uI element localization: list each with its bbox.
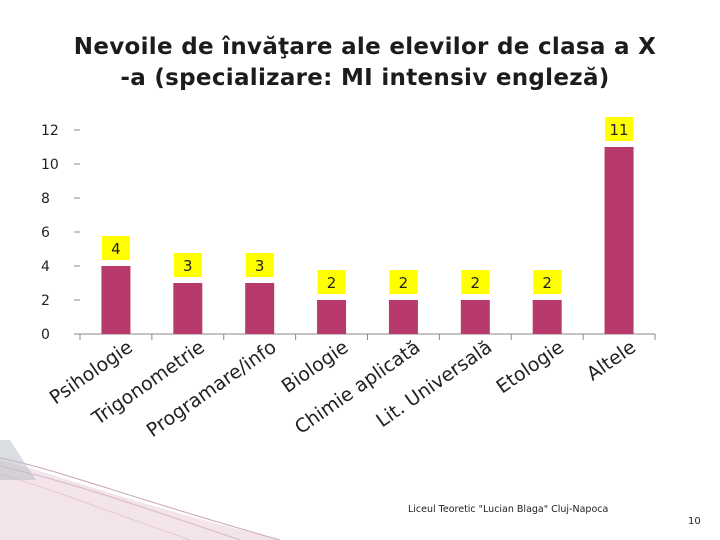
data-label: 2 [542, 274, 552, 292]
data-label-box [101, 236, 130, 260]
data-label: 4 [111, 240, 121, 258]
y-tick-label: 2 [41, 293, 50, 309]
bar [317, 300, 347, 334]
x-tick-label: Etologie [492, 336, 568, 398]
bar [460, 300, 490, 334]
bar-chart: 0246810124Psihologie3Trigonometrie3Progr… [41, 117, 656, 442]
data-label: 2 [471, 274, 481, 292]
y-tick-label: 0 [41, 327, 50, 343]
footer-text: Liceul Teoretic "Lucian Blaga" Cluj-Napo… [408, 504, 609, 515]
data-label: 3 [255, 257, 265, 275]
y-tick-label: 6 [41, 225, 50, 241]
page-number: 10 [688, 516, 701, 527]
y-tick-label: 12 [41, 123, 59, 139]
chart-title: Nevoile de învăţare ale elevilor de clas… [0, 32, 720, 94]
bar [173, 283, 203, 334]
bar [604, 147, 634, 334]
data-label: 3 [183, 257, 193, 275]
data-label-box [389, 270, 418, 294]
bar [388, 300, 418, 334]
title-line-1: Nevoile de învăţare ale elevilor de clas… [73, 34, 657, 60]
y-tick-label: 4 [41, 259, 50, 275]
bar [245, 283, 275, 334]
x-tick-label: Programare/info [143, 336, 281, 442]
data-label-box [461, 270, 490, 294]
data-label-box [317, 270, 346, 294]
data-label-box [605, 117, 634, 141]
bar [101, 266, 131, 334]
title-line-2: -a (specializare: MI intensiv engleză) [120, 65, 610, 91]
x-tick-label: Altele [583, 336, 640, 385]
data-label: 2 [399, 274, 409, 292]
x-tick-label: Chimie aplicată [291, 336, 424, 439]
data-label-box [245, 253, 274, 277]
y-tick-label: 10 [41, 157, 59, 173]
bar [532, 300, 562, 334]
data-label: 11 [610, 121, 629, 139]
data-label-box [173, 253, 202, 277]
data-label-box [533, 270, 562, 294]
decorative-swoosh [0, 440, 281, 540]
data-label: 2 [327, 274, 337, 292]
y-tick-label: 8 [41, 191, 50, 207]
